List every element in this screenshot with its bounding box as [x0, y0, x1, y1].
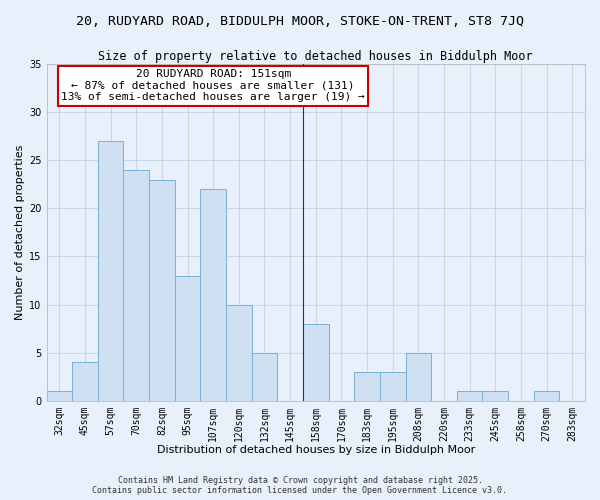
Y-axis label: Number of detached properties: Number of detached properties [15, 145, 25, 320]
Bar [457, 391, 482, 400]
Bar [354, 372, 380, 400]
Bar [380, 372, 406, 400]
Bar [124, 170, 149, 400]
Bar [482, 391, 508, 400]
Bar [149, 180, 175, 400]
Bar [534, 391, 559, 400]
X-axis label: Distribution of detached houses by size in Biddulph Moor: Distribution of detached houses by size … [157, 445, 475, 455]
Bar [47, 391, 72, 400]
Bar [303, 324, 329, 400]
Title: Size of property relative to detached houses in Biddulph Moor: Size of property relative to detached ho… [98, 50, 533, 63]
Bar [175, 276, 200, 400]
Text: 20 RUDYARD ROAD: 151sqm
← 87% of detached houses are smaller (131)
13% of semi-d: 20 RUDYARD ROAD: 151sqm ← 87% of detache… [61, 69, 365, 102]
Bar [226, 304, 251, 400]
Bar [251, 352, 277, 401]
Text: Contains HM Land Registry data © Crown copyright and database right 2025.
Contai: Contains HM Land Registry data © Crown c… [92, 476, 508, 495]
Bar [98, 141, 124, 401]
Bar [200, 189, 226, 400]
Text: 20, RUDYARD ROAD, BIDDULPH MOOR, STOKE-ON-TRENT, ST8 7JQ: 20, RUDYARD ROAD, BIDDULPH MOOR, STOKE-O… [76, 15, 524, 28]
Bar [406, 352, 431, 401]
Bar [72, 362, 98, 401]
